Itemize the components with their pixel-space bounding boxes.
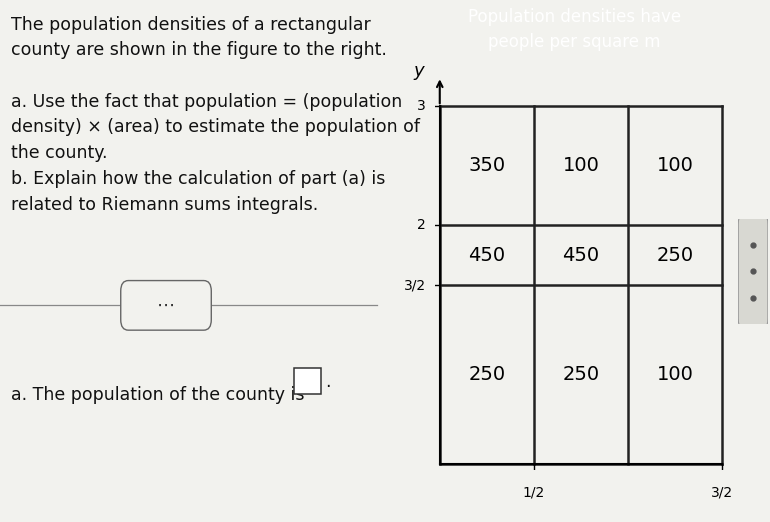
Text: y: y [413,62,424,80]
Text: a. The population of the county is: a. The population of the county is [12,386,305,404]
Text: 3/2: 3/2 [711,485,734,500]
FancyBboxPatch shape [738,216,768,327]
Text: 100: 100 [657,156,694,175]
Text: 3/2: 3/2 [403,278,426,292]
Text: ⋯: ⋯ [157,296,175,314]
Text: The population densities of a rectangular
county are shown in the figure to the : The population densities of a rectangula… [12,16,420,213]
Text: 100: 100 [657,365,694,384]
Text: 3: 3 [417,99,426,113]
FancyBboxPatch shape [121,281,211,330]
Text: 2: 2 [417,218,426,232]
Text: 450: 450 [468,246,505,265]
Text: Population densities have
people per square m: Population densities have people per squ… [468,8,681,51]
Text: 350: 350 [468,156,505,175]
Text: 100: 100 [563,156,600,175]
Text: 250: 250 [657,246,694,265]
FancyBboxPatch shape [294,368,321,394]
Text: 250: 250 [563,365,600,384]
Text: 250: 250 [468,365,505,384]
Text: 450: 450 [563,246,600,265]
Text: .: . [325,373,331,392]
Text: 1/2: 1/2 [523,485,545,500]
